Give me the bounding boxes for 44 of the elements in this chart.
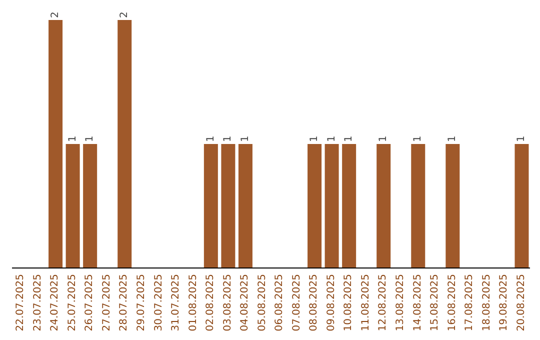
x-tick-label: 11.08.2025 — [360, 274, 372, 332]
x-tick-label: 22.07.2025 — [15, 274, 26, 332]
x-tick-label: 30.07.2025 — [153, 274, 164, 332]
x-tick-label: 05.08.2025 — [256, 274, 268, 332]
data-label: 1 — [222, 136, 234, 142]
x-tick-label: 03.08.2025 — [222, 274, 234, 332]
x-tick-label: 12.08.2025 — [378, 274, 389, 332]
x-tick-label: 25.07.2025 — [66, 274, 78, 332]
x-tick-label: 17.08.2025 — [464, 274, 476, 332]
x-tick-label: 07.08.2025 — [291, 274, 302, 332]
data-label: 1 — [240, 136, 251, 142]
data-label: 1 — [344, 136, 355, 142]
data-label: 1 — [326, 136, 338, 142]
data-label: 1 — [67, 136, 78, 142]
x-tick-label: 29.07.2025 — [136, 274, 147, 332]
x-tick-label: 09.08.2025 — [326, 274, 337, 332]
x-tick-label: 08.08.2025 — [308, 274, 320, 332]
x-tick-label: 18.08.2025 — [481, 274, 492, 332]
data-label: 2 — [50, 12, 62, 18]
x-tick-label: 26.07.2025 — [84, 274, 96, 332]
x-tick-label: 16.08.2025 — [446, 274, 458, 332]
data-label: 1 — [309, 136, 320, 142]
data-label: 1 — [412, 136, 424, 142]
x-tick-label: 01.08.2025 — [188, 274, 199, 332]
data-label: 1 — [516, 136, 528, 142]
x-tick-label: 04.08.2025 — [240, 274, 251, 332]
x-tick-label: 23.07.2025 — [32, 274, 44, 332]
x-tick-label: 27.07.2025 — [101, 274, 112, 332]
data-label: 2 — [119, 12, 130, 18]
x-tick-label: 15.08.2025 — [430, 274, 441, 332]
x-tick-label: 10.08.2025 — [343, 274, 354, 332]
x-tick-label: 20.08.2025 — [516, 274, 527, 332]
x-tick-label: 31.07.2025 — [170, 274, 182, 332]
data-label: 1 — [205, 136, 216, 142]
x-tick-label: 06.08.2025 — [274, 274, 286, 332]
x-tick-label: 28.07.2025 — [118, 274, 130, 332]
data-label: 1 — [378, 136, 390, 142]
x-tick-label: 19.08.2025 — [498, 274, 510, 332]
data-label: 1 — [84, 136, 96, 142]
data-label: 1 — [447, 136, 458, 142]
x-tick-label: 02.08.2025 — [205, 274, 216, 332]
x-tick-label: 13.08.2025 — [395, 274, 406, 332]
x-tick-label: 14.08.2025 — [412, 274, 424, 332]
x-tick-label: 24.07.2025 — [50, 274, 61, 332]
